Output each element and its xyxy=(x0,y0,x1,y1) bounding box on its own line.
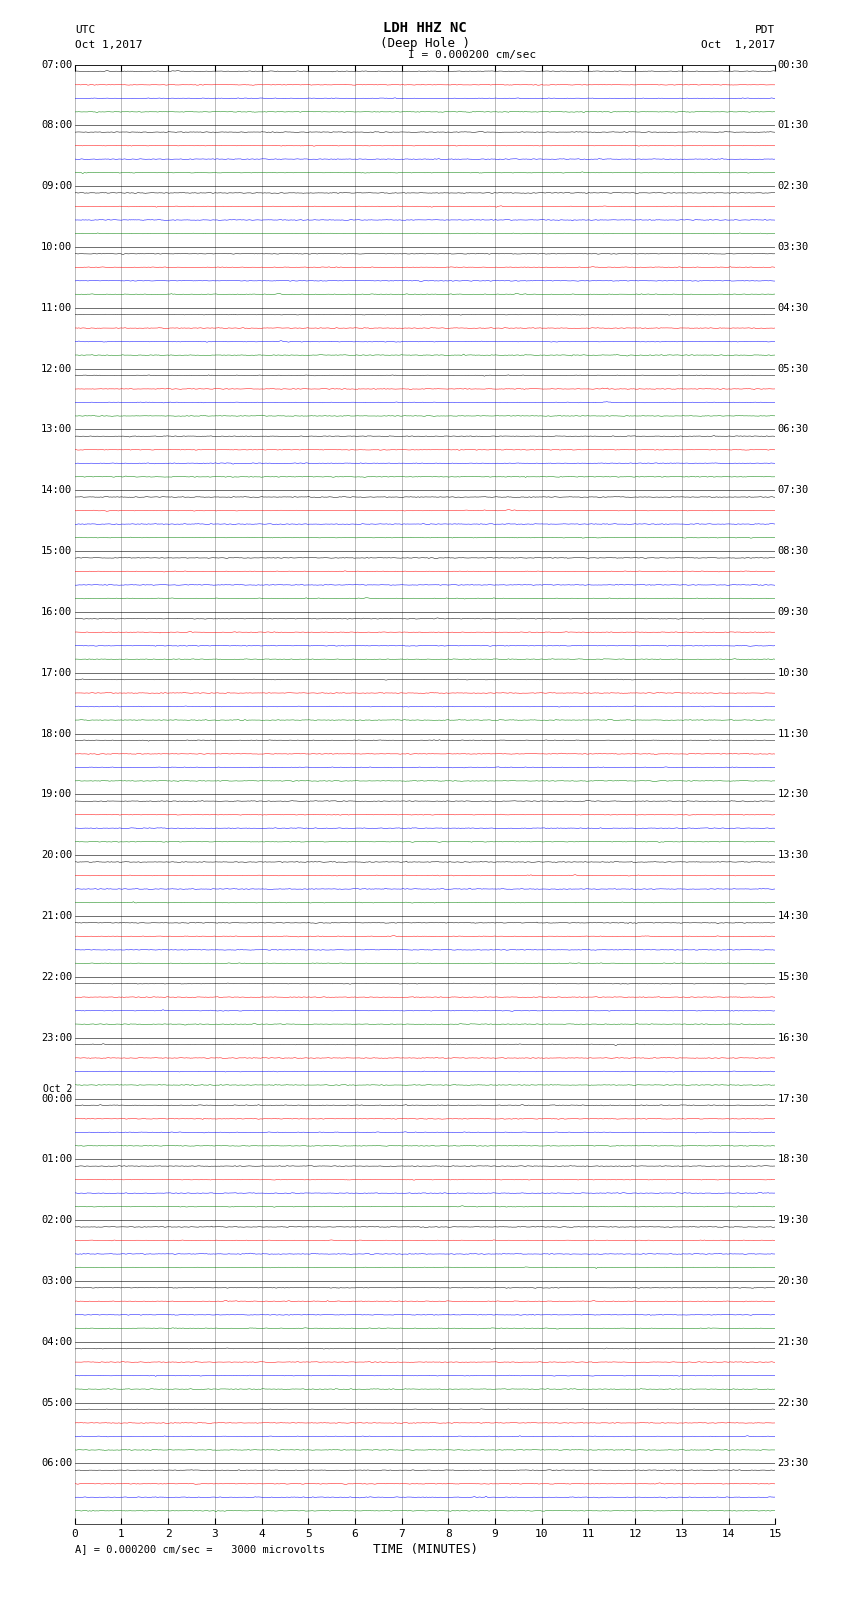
Text: 07:30: 07:30 xyxy=(778,486,809,495)
Text: 04:00: 04:00 xyxy=(41,1337,72,1347)
X-axis label: TIME (MINUTES): TIME (MINUTES) xyxy=(372,1544,478,1557)
Text: 15:00: 15:00 xyxy=(41,547,72,556)
Text: 04:30: 04:30 xyxy=(778,303,809,313)
Text: 05:30: 05:30 xyxy=(778,363,809,374)
Text: 17:00: 17:00 xyxy=(41,668,72,677)
Text: 18:30: 18:30 xyxy=(778,1155,809,1165)
Text: 14:30: 14:30 xyxy=(778,911,809,921)
Text: 11:30: 11:30 xyxy=(778,729,809,739)
Text: 13:30: 13:30 xyxy=(778,850,809,860)
Text: 07:00: 07:00 xyxy=(41,60,72,69)
Text: 10:00: 10:00 xyxy=(41,242,72,252)
Text: 11:00: 11:00 xyxy=(41,303,72,313)
Text: 21:30: 21:30 xyxy=(778,1337,809,1347)
Text: 21:00: 21:00 xyxy=(41,911,72,921)
Text: 00:30: 00:30 xyxy=(778,60,809,69)
Text: UTC: UTC xyxy=(75,26,95,35)
Text: 08:00: 08:00 xyxy=(41,121,72,131)
Text: 22:30: 22:30 xyxy=(778,1397,809,1408)
Text: A] = 0.000200 cm/sec =   3000 microvolts: A] = 0.000200 cm/sec = 3000 microvolts xyxy=(75,1544,325,1553)
Text: 02:30: 02:30 xyxy=(778,181,809,192)
Text: 00:00: 00:00 xyxy=(41,1094,72,1103)
Text: Oct  1,2017: Oct 1,2017 xyxy=(701,40,775,50)
Text: Oct 1,2017: Oct 1,2017 xyxy=(75,40,142,50)
Text: 19:00: 19:00 xyxy=(41,789,72,800)
Text: 19:30: 19:30 xyxy=(778,1215,809,1226)
Text: (Deep Hole ): (Deep Hole ) xyxy=(380,37,470,50)
Text: 18:00: 18:00 xyxy=(41,729,72,739)
Text: I = 0.000200 cm/sec: I = 0.000200 cm/sec xyxy=(408,50,536,60)
Text: 01:30: 01:30 xyxy=(778,121,809,131)
Text: LDH HHZ NC: LDH HHZ NC xyxy=(383,21,467,35)
Text: 09:30: 09:30 xyxy=(778,606,809,616)
Text: 09:00: 09:00 xyxy=(41,181,72,192)
Text: 15:30: 15:30 xyxy=(778,973,809,982)
Text: 20:00: 20:00 xyxy=(41,850,72,860)
Text: 03:00: 03:00 xyxy=(41,1276,72,1286)
Text: 12:00: 12:00 xyxy=(41,363,72,374)
Text: 06:00: 06:00 xyxy=(41,1458,72,1468)
Text: 23:30: 23:30 xyxy=(778,1458,809,1468)
Text: PDT: PDT xyxy=(755,26,775,35)
Text: 17:30: 17:30 xyxy=(778,1094,809,1103)
Text: 10:30: 10:30 xyxy=(778,668,809,677)
Text: 23:00: 23:00 xyxy=(41,1032,72,1042)
Text: 05:00: 05:00 xyxy=(41,1397,72,1408)
Text: Oct 2: Oct 2 xyxy=(42,1084,72,1094)
Text: 13:00: 13:00 xyxy=(41,424,72,434)
Text: 16:00: 16:00 xyxy=(41,606,72,616)
Text: 20:30: 20:30 xyxy=(778,1276,809,1286)
Text: 14:00: 14:00 xyxy=(41,486,72,495)
Text: 01:00: 01:00 xyxy=(41,1155,72,1165)
Text: 03:30: 03:30 xyxy=(778,242,809,252)
Text: 12:30: 12:30 xyxy=(778,789,809,800)
Text: 08:30: 08:30 xyxy=(778,547,809,556)
Text: 06:30: 06:30 xyxy=(778,424,809,434)
Text: 22:00: 22:00 xyxy=(41,973,72,982)
Text: 16:30: 16:30 xyxy=(778,1032,809,1042)
Text: 02:00: 02:00 xyxy=(41,1215,72,1226)
